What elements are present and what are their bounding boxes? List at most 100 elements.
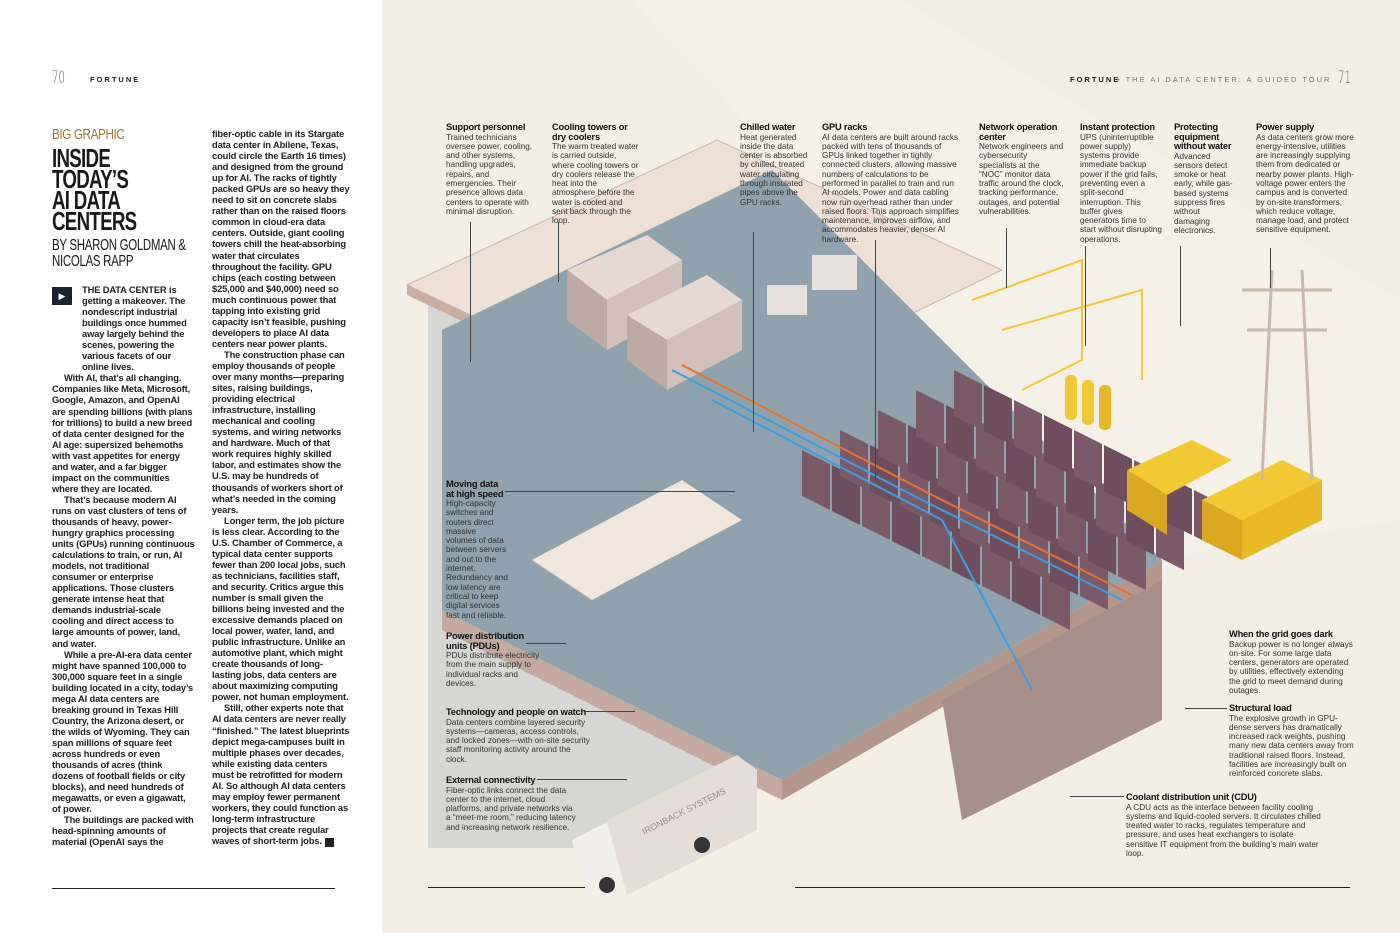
ups-batteries — [1065, 375, 1111, 430]
callout-title: Support personnel — [446, 122, 526, 132]
callout-grid-dark: When the grid goes dark Backup power is n… — [1229, 629, 1357, 695]
magazine-name-right: FORTUNE — [1070, 75, 1121, 84]
server-rack — [878, 410, 906, 470]
callout-chilled-water: Chilled water Heat generated inside the d… — [740, 122, 808, 207]
callout-body: AI data centers are built around racks p… — [822, 132, 959, 244]
server-rack — [984, 385, 1012, 445]
callout-gpu-racks: GPU racks AI data centers are built aroun… — [822, 122, 962, 244]
callout-title: External connectivity — [446, 775, 536, 785]
paragraph: While a pre-AI-era data center might hav… — [52, 648, 194, 815]
callout-body: The warm treated water is carried outsid… — [552, 142, 639, 226]
callout-instant-protection: Instant protection UPS (uninterruptible p… — [1080, 122, 1162, 244]
callout-body: High-capacity switches and routers direc… — [446, 499, 508, 620]
leader-line — [1070, 796, 1124, 797]
callout-body: Advanced sensors detect smoke or heat ea… — [1174, 151, 1233, 235]
server-rack — [1044, 415, 1072, 475]
callout-fire-suppression: Protecting equipment without water Advanc… — [1174, 122, 1238, 235]
leader-line — [585, 711, 635, 712]
callout-body: Data centers combine layered security sy… — [446, 717, 590, 764]
server-rack — [1014, 400, 1042, 460]
paragraph: fiber-optic cable in its Stargate data c… — [212, 128, 350, 349]
bottom-rule — [52, 888, 335, 889]
paragraph-text: is getting a makeover. The nondescript i… — [82, 284, 187, 373]
callout-body: Network engineers and cybersecurity spec… — [979, 142, 1064, 217]
pipes — [671, 258, 1143, 691]
page-number-right: 71 — [1338, 68, 1351, 88]
callout-title: GPU racks — [822, 122, 868, 132]
paragraph: That’s because modern AI runs on vast cl… — [52, 493, 195, 649]
callout-body: As data centers grow more energy-intensi… — [1256, 132, 1354, 235]
leader-line — [753, 232, 754, 432]
server-rack — [1074, 430, 1102, 490]
server-rack — [916, 390, 944, 450]
callout-title: Coolant distribution unit (CDU) — [1126, 792, 1257, 802]
leader-line — [1185, 708, 1227, 709]
article-column-2: fiber-optic cable in its Stargate data c… — [212, 128, 350, 847]
page-number: 70 — [52, 68, 65, 88]
callout-security: Technology and people on watch Data cente… — [446, 707, 592, 764]
leader-line — [526, 643, 566, 644]
paragraph: Longer term, the job picture is less cle… — [212, 514, 349, 703]
callout-title: Structural load — [1229, 703, 1292, 713]
paragraph: The construction phase can employ thousa… — [212, 348, 345, 515]
callout-title: Protecting equipment without water — [1174, 122, 1232, 151]
byline: BY SHARON GOLDMAN & NICOLAS RAPP — [52, 237, 186, 270]
kicker: BIG GRAPHIC — [52, 126, 125, 143]
callout-title: Power distribution units (PDUs) — [446, 631, 525, 651]
callout-body: UPS (uninterruptible power supply) syste… — [1080, 132, 1162, 244]
callout-title: Instant protection — [1080, 122, 1155, 132]
basement — [942, 580, 1162, 820]
article-column-1: THE DATA CENTER is getting a makeover. T… — [52, 284, 195, 847]
callout-title: Power supply — [1256, 122, 1315, 132]
paragraph: THE DATA CENTER is getting a makeover. T… — [52, 284, 195, 372]
paragraph: The buildings are packed with head-spinn… — [52, 814, 194, 848]
callout-title: Network operation center — [979, 122, 1058, 142]
callout-body: Backup power is no longer always on-site… — [1229, 639, 1353, 695]
callout-body: Trained technicians oversee power, cooli… — [446, 132, 533, 216]
callout-title: Chilled water — [740, 122, 796, 132]
left-page: 70 FORTUNE BIG GRAPHIC INSIDE TODAY’S AI… — [0, 0, 382, 933]
callout-title: Technology and people on watch — [446, 707, 587, 717]
lead-in: THE DATA CENTER — [82, 284, 167, 295]
leader-line — [1180, 246, 1181, 326]
server-rack — [840, 430, 868, 490]
callout-moving-data: Moving data at high speed High-capacity s… — [446, 479, 508, 620]
leader-line — [537, 779, 627, 780]
end-mark: F — [324, 838, 341, 847]
callout-cooling-towers: Cooling towers or dry coolers The warm tr… — [552, 122, 640, 226]
leader-line — [470, 222, 471, 362]
background-light-wedge — [632, 0, 1400, 560]
paragraph: With AI, that’s all changing. Companies … — [52, 372, 193, 494]
callout-body: A CDU acts as the interface between faci… — [1126, 802, 1321, 858]
callout-cdu: Coolant distribution unit (CDU) A CDU act… — [1126, 792, 1324, 858]
bottom-rule — [428, 887, 585, 888]
generators — [1127, 440, 1322, 560]
bottom-rule — [795, 887, 1350, 888]
data-center-illustration: IRONBACK SYSTEMS — [405, 0, 1400, 895]
callout-noc: Network operation center Network engineer… — [979, 122, 1065, 217]
paragraph: Still, other experts note that AI data c… — [212, 702, 350, 847]
leader-line — [558, 222, 559, 282]
callout-external-connectivity: External connectivity Fiber-optic links c… — [446, 775, 576, 832]
callout-title: When the grid goes dark — [1229, 629, 1333, 639]
callout-power-supply: Power supply As data centers grow more en… — [1256, 122, 1356, 235]
callout-title: Moving data at high speed — [446, 479, 504, 499]
running-head: • THE AI DATA CENTER: A GUIDED TOUR — [1117, 75, 1332, 84]
callout-body: The explosive growth in GPU-dense server… — [1229, 713, 1354, 779]
callout-pdus: Power distribution units (PDUs) PDUs dist… — [446, 631, 542, 688]
play-icon: ▶ — [52, 287, 72, 305]
callout-support-personnel: Support personnel Trained technicians ove… — [446, 122, 536, 216]
paragraph-text: Still, other experts note that AI data c… — [212, 702, 350, 846]
building-front-wall-left — [442, 610, 782, 800]
office-block — [532, 480, 742, 600]
cooling-tower-1 — [567, 235, 682, 350]
leader-line — [1270, 248, 1271, 288]
magazine-name: FORTUNE — [90, 75, 141, 84]
callout-body: Fiber-optic links connect the data cente… — [446, 785, 576, 832]
leader-line — [875, 240, 876, 480]
server-rack — [1104, 445, 1132, 505]
callout-title: Cooling towers or dry coolers — [552, 122, 628, 142]
server-rack — [954, 370, 982, 430]
headline: INSIDE TODAY’S AI DATA CENTERS — [52, 143, 137, 236]
callout-body: PDUs distribute electricity from the mai… — [446, 651, 540, 688]
